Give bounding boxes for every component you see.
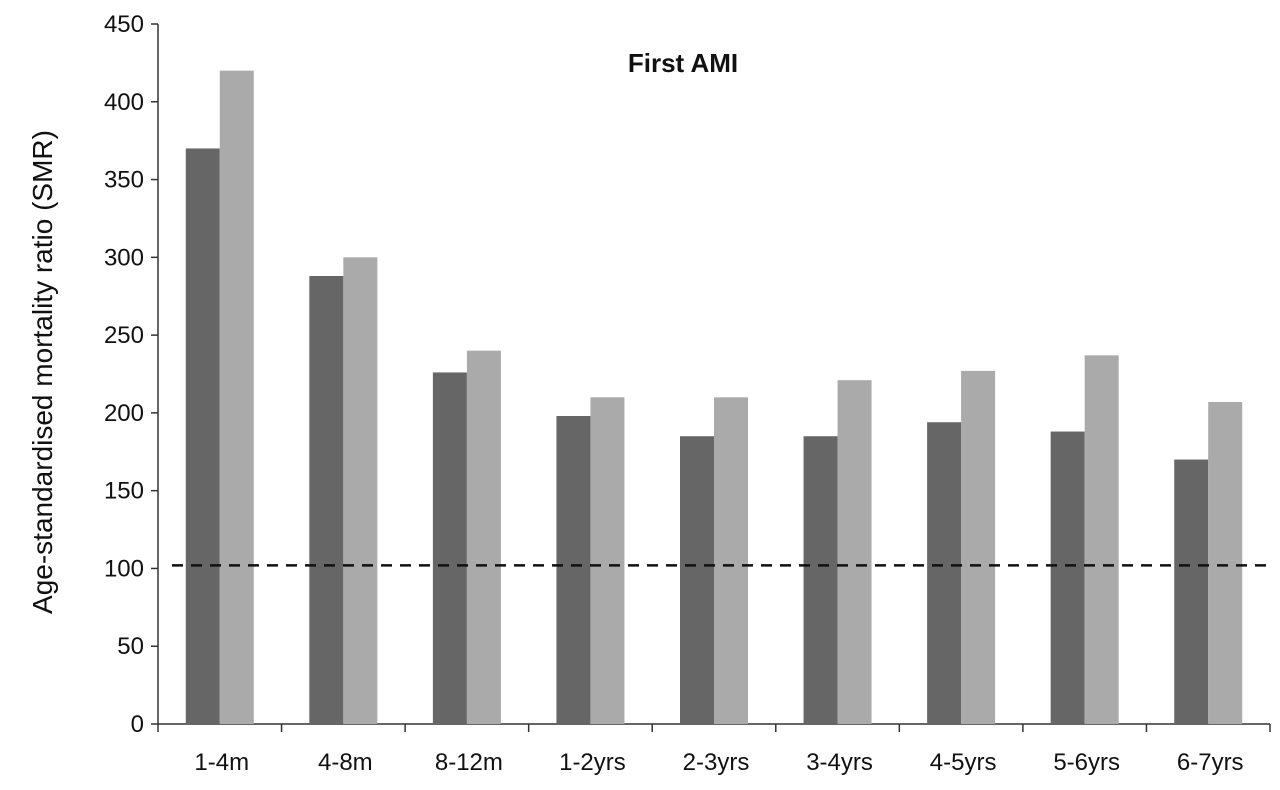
bar-series-2-1-4m: [219, 70, 254, 724]
x-category-label: 6-7yrs: [1177, 749, 1244, 776]
bar-series-1-3-4yrs: [803, 436, 838, 724]
x-category-label: 1-2yrs: [559, 749, 626, 776]
bar-series-1-1-4m: [185, 148, 220, 724]
x-category-label: 4-8m: [318, 749, 373, 776]
bar-series-1-5-6yrs: [1050, 431, 1085, 724]
y-tick-label: 50: [117, 633, 144, 660]
y-tick-label: 200: [104, 400, 144, 427]
y-tick-label: 100: [104, 555, 144, 582]
y-tick-label: 300: [104, 244, 144, 271]
bar-series-2-4-8m: [343, 257, 378, 724]
bar-series-2-1-2yrs: [590, 397, 625, 724]
y-axis-label: Age-standardised mortality ratio (SMR): [27, 130, 58, 614]
bar-series-2-4-5yrs: [961, 370, 996, 724]
y-tick-label: 0: [131, 711, 144, 738]
bar-series-1-4-5yrs: [927, 422, 962, 724]
y-tick-label: 450: [104, 11, 144, 38]
x-category-label: 8-12m: [435, 749, 503, 776]
y-tick-label: 150: [104, 478, 144, 505]
bar-series-2-2-3yrs: [714, 397, 748, 724]
x-category-label: 1-4m: [194, 749, 249, 776]
bar-series-2-6-7yrs: [1208, 402, 1243, 724]
bar-series-1-1-2yrs: [556, 416, 591, 724]
x-category-label: 4-5yrs: [930, 749, 997, 776]
bar-series-1-4-8m: [309, 276, 344, 724]
bar-series-1-6-7yrs: [1174, 459, 1209, 724]
bar-series-2-3-4yrs: [837, 380, 872, 724]
bar-series-1-2-3yrs: [680, 436, 714, 724]
y-tick-label: 350: [104, 167, 144, 194]
x-category-label: 5-6yrs: [1053, 749, 1120, 776]
chart-title: First AMI: [628, 48, 738, 78]
x-category-label: 3-4yrs: [806, 749, 873, 776]
bar-series-1-8-12m: [432, 372, 467, 724]
y-tick-label: 250: [104, 322, 144, 349]
y-tick-label: 400: [104, 89, 144, 116]
bar-series-2-8-12m: [466, 350, 501, 724]
x-category-label: 2-3yrs: [683, 749, 750, 776]
bar-series-2-5-6yrs: [1084, 355, 1119, 724]
